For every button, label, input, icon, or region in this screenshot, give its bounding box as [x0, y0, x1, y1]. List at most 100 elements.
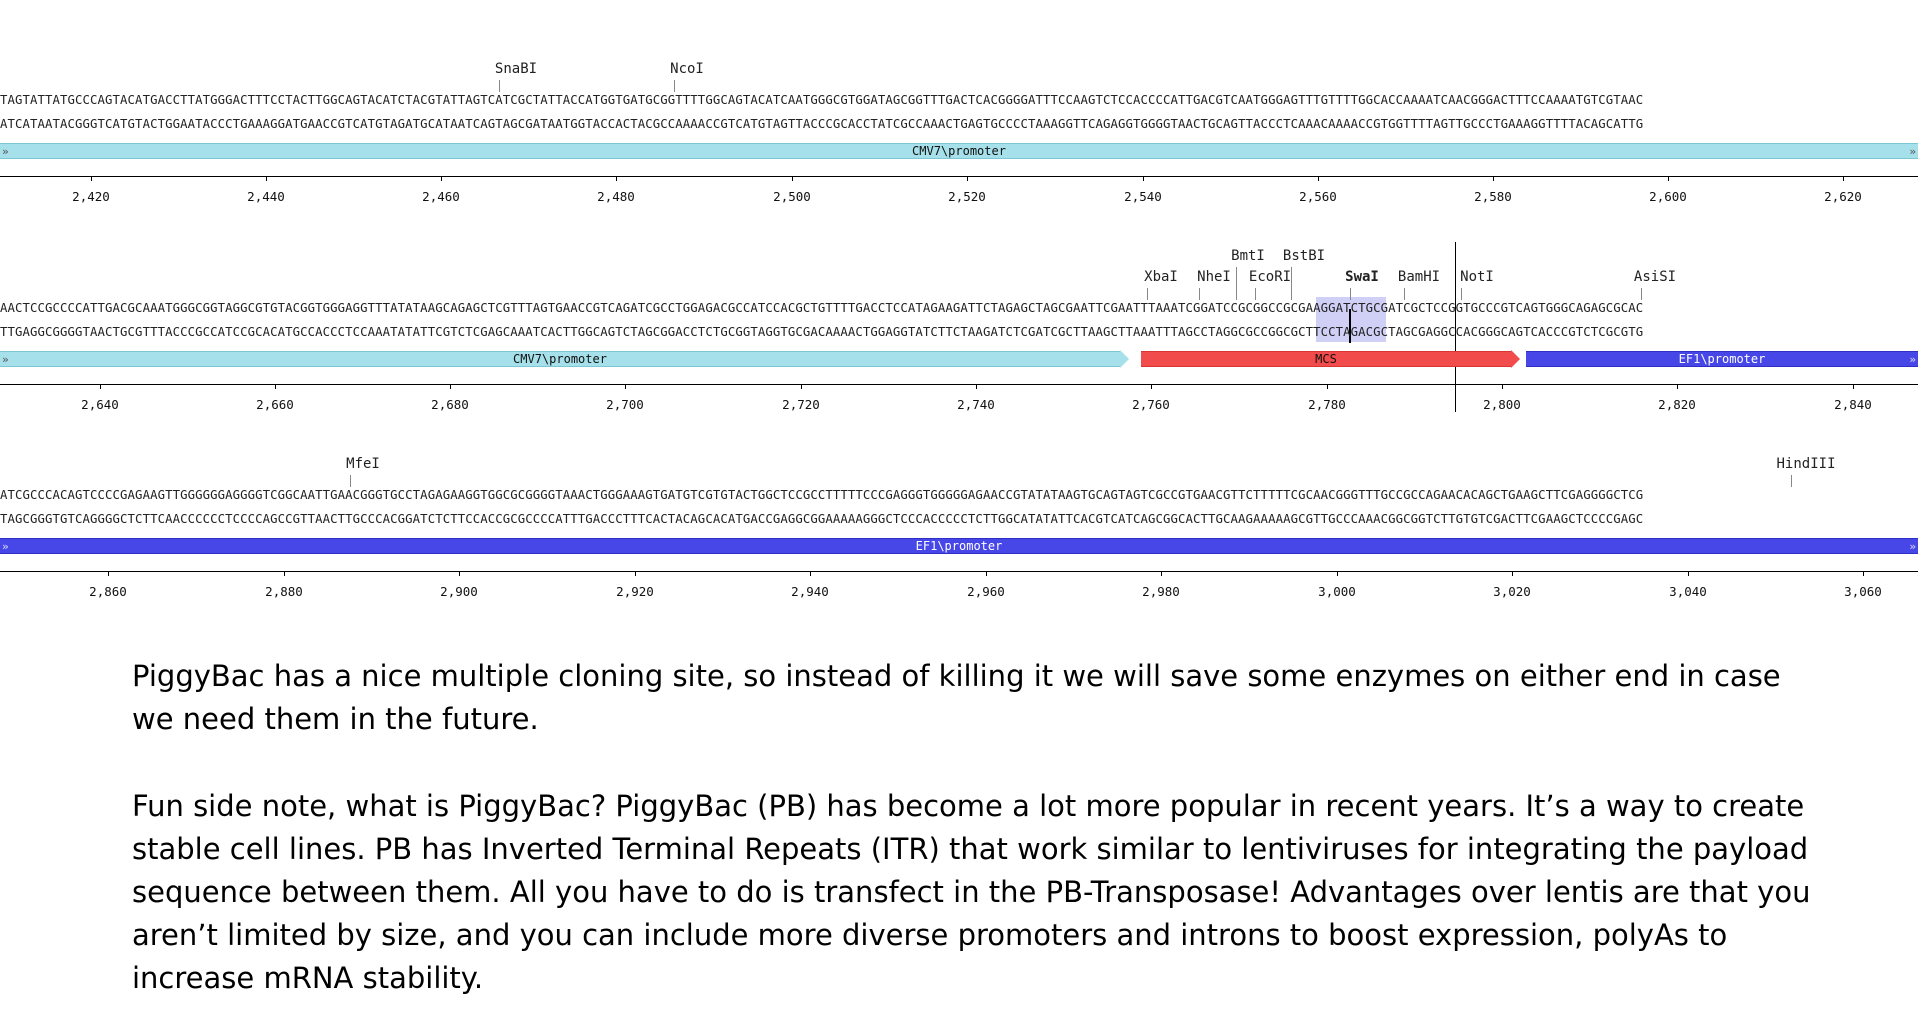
- ruler-label: 2,500: [773, 189, 811, 204]
- sequence-cursor[interactable]: [1349, 309, 1351, 343]
- enzyme-tick-mfei: [350, 475, 351, 487]
- enzyme-label-snabi[interactable]: SnaBI: [494, 61, 538, 77]
- ruler-tick: [1143, 176, 1144, 181]
- enzyme-tick-bmti: [1236, 267, 1237, 300]
- enzyme-tick-bamhi: [1404, 288, 1405, 300]
- ruler-tick: [1512, 571, 1513, 576]
- enzyme-label-asisi[interactable]: AsiSI: [1633, 269, 1677, 285]
- ruler-tick: [1327, 384, 1328, 389]
- ruler-tick: [976, 384, 977, 389]
- enzyme-label-bstbi[interactable]: BstBI: [1282, 248, 1326, 264]
- feature-arrowhead: [1120, 350, 1129, 368]
- top-strand-sequence[interactable]: TAGTATTATGCCCAGTACATGACCTTATGGGACTTTCCTA…: [0, 93, 1644, 107]
- ruler-tick: [1853, 384, 1854, 389]
- enzyme-label-noti[interactable]: NotI: [1460, 269, 1494, 285]
- enzyme-tick-ncoi: [674, 80, 675, 92]
- ruler-label: 2,540: [1124, 189, 1162, 204]
- ruler-label: 2,820: [1658, 397, 1696, 412]
- ruler-tick: [801, 384, 802, 389]
- ruler-tick: [91, 176, 92, 181]
- caption-paragraph-1: PiggyBac has a nice multiple cloning sit…: [132, 659, 1781, 736]
- top-strand-sequence[interactable]: AACTCCGCCCCATTGACGCAAATGGGCGGTAGGCGTGTAC…: [0, 301, 1644, 315]
- enzyme-tick-noti: [1461, 288, 1462, 300]
- bottom-strand-sequence[interactable]: TTGAGGCGGGGTAACTGCGTTTACCCGCCATCCGCACATG…: [0, 325, 1644, 339]
- enzyme-tick-xbai: [1147, 288, 1148, 300]
- ruler-label: 3,040: [1669, 584, 1707, 599]
- ruler-tick: [986, 571, 987, 576]
- ruler-tick: [1337, 571, 1338, 576]
- ruler-tick: [1843, 176, 1844, 181]
- enzyme-tick-asisi: [1641, 288, 1642, 300]
- enzyme-label-ncoi[interactable]: NcoI: [670, 61, 704, 77]
- enzyme-label-xbai[interactable]: XbaI: [1144, 269, 1178, 285]
- ruler-tick: [450, 384, 451, 389]
- ruler-label: 2,460: [422, 189, 460, 204]
- ruler-tick: [1863, 571, 1864, 576]
- bottom-strand-sequence[interactable]: TAGCGGGTGTCAGGGGCTCTTCAACCCCCCTCCCCAGCCG…: [0, 512, 1644, 526]
- ruler-label: 2,640: [81, 397, 119, 412]
- enzyme-label-bamhi[interactable]: BamHI: [1397, 269, 1441, 285]
- ruler-tick: [967, 176, 968, 181]
- ruler-label: 2,860: [89, 584, 127, 599]
- ruler-label: 2,420: [72, 189, 110, 204]
- ruler-tick: [1677, 384, 1678, 389]
- ruler-label: 2,560: [1299, 189, 1337, 204]
- feature-label: MCS: [1315, 352, 1337, 366]
- ruler-tick: [459, 571, 460, 576]
- enzyme-label-mfei[interactable]: MfeI: [346, 456, 380, 472]
- ruler-tick: [635, 571, 636, 576]
- ruler-line: [0, 384, 1918, 385]
- feature-cmv7-promoter[interactable]: » CMV7\promoter »: [0, 143, 1918, 159]
- top-strand-sequence[interactable]: ATCGCCCACAGTCCCCGAGAAGTTGGGGGGAGGGGTCGGC…: [0, 488, 1644, 502]
- double-chevron-icon: »: [1909, 144, 1916, 158]
- ruler-label: 2,600: [1649, 189, 1687, 204]
- double-chevron-icon: »: [2, 352, 9, 366]
- bottom-strand-sequence[interactable]: ATCATAATACGGGTCATGTACTGGAATACCCTGAAAGGAT…: [0, 117, 1644, 131]
- ruler-label: 2,580: [1474, 189, 1512, 204]
- ruler-tick: [625, 384, 626, 389]
- ruler-tick: [1668, 176, 1669, 181]
- feature-ef1-promoter[interactable]: EF1\promoter »: [1526, 351, 1918, 367]
- ruler-label: 2,900: [440, 584, 478, 599]
- ruler-label: 3,000: [1318, 584, 1356, 599]
- ruler-tick: [441, 176, 442, 181]
- enzyme-label-ecori[interactable]: EcoRI: [1248, 269, 1292, 285]
- ruler-tick: [792, 176, 793, 181]
- ruler-label: 2,680: [431, 397, 469, 412]
- enzyme-label-nhei[interactable]: NheI: [1197, 269, 1231, 285]
- enzyme-tick-snabi: [499, 80, 500, 92]
- selection-boundary-line[interactable]: [1455, 242, 1456, 412]
- ruler-label: 2,880: [265, 584, 303, 599]
- double-chevron-icon: »: [1909, 352, 1916, 366]
- ruler-label: 3,060: [1844, 584, 1882, 599]
- enzyme-tick-bstbi: [1291, 267, 1292, 300]
- ruler-tick: [108, 571, 109, 576]
- enzyme-label-bmti[interactable]: BmtI: [1231, 248, 1265, 264]
- feature-label: CMV7\promoter: [912, 144, 1006, 158]
- ruler-label: 2,520: [948, 189, 986, 204]
- ruler-label: 2,480: [597, 189, 635, 204]
- feature-cmv7-promoter[interactable]: » CMV7\promoter: [0, 351, 1120, 367]
- ruler-tick: [810, 571, 811, 576]
- ruler-tick: [266, 176, 267, 181]
- ruler-tick: [1161, 571, 1162, 576]
- ruler-label: 2,920: [616, 584, 654, 599]
- ruler-tick: [1502, 384, 1503, 389]
- enzyme-label-hindiii[interactable]: HindIII: [1776, 456, 1836, 472]
- selection-highlight: [1316, 297, 1386, 342]
- ruler-label: 2,840: [1834, 397, 1872, 412]
- ruler-label: 2,620: [1824, 189, 1862, 204]
- feature-mcs[interactable]: MCS: [1141, 351, 1511, 367]
- feature-ef1-promoter[interactable]: » EF1\promoter »: [0, 538, 1918, 554]
- ruler-label: 2,960: [967, 584, 1005, 599]
- double-chevron-icon: »: [2, 144, 9, 158]
- caption-paragraph-2: Fun side note, what is PiggyBac? PiggyBa…: [132, 789, 1811, 995]
- ruler-label: 2,720: [782, 397, 820, 412]
- enzyme-label-swai[interactable]: SwaI: [1345, 269, 1379, 285]
- ruler-label: 2,700: [606, 397, 644, 412]
- ruler-tick: [1688, 571, 1689, 576]
- ruler-label: 2,440: [247, 189, 285, 204]
- ruler-tick: [284, 571, 285, 576]
- enzyme-tick-hindiii: [1791, 475, 1792, 487]
- feature-label: EF1\promoter: [915, 539, 1003, 553]
